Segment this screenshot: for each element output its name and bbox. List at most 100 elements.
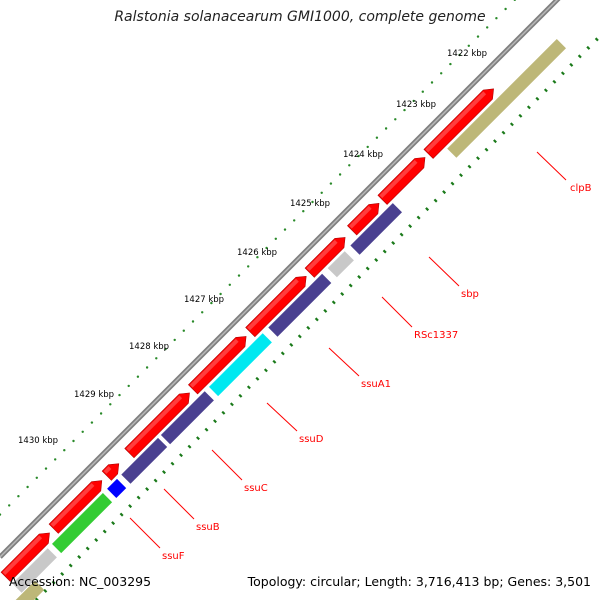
inner-tick-ring — [94, 538, 99, 542]
inner-tick-ring — [196, 436, 200, 441]
inner-tick-ring — [569, 62, 574, 67]
outer-dot-ring — [109, 403, 112, 406]
gene-label-sbp[interactable]: sbp — [461, 289, 479, 300]
cds-arrow — [0, 532, 50, 582]
gene-label-RSc1337[interactable]: RSc1337 — [414, 330, 458, 341]
kbp-label: 1428 kbp — [129, 342, 169, 352]
inner-tick-ring — [518, 113, 523, 118]
outer-dot-ring — [384, 127, 388, 130]
outer-dot-ring — [458, 53, 461, 57]
outer-dot-ring — [412, 99, 415, 103]
inner-tick-ring — [272, 359, 277, 364]
cds-arrow — [423, 88, 494, 159]
outer-dot-ring — [118, 393, 121, 397]
outer-dot-ring — [366, 145, 369, 149]
outer-dot-ring — [191, 320, 195, 323]
cds-arrow-highlight — [247, 278, 299, 331]
inner-tick-ring — [399, 232, 404, 237]
inner-tick-ring — [145, 487, 150, 492]
gene-block-sbp — [350, 203, 402, 255]
inner-tick-ring — [493, 139, 497, 144]
cds-arrow-highlight — [349, 205, 372, 229]
gene-label-ssuA1[interactable]: ssuA1 — [361, 379, 391, 390]
inner-tick-ring — [476, 156, 480, 161]
inner-tick-ring — [323, 308, 328, 313]
gene-block-clpB — [447, 39, 566, 158]
cds-arrow-highlight — [189, 338, 239, 388]
outer-dot-ring — [0, 513, 2, 516]
cds-arrow-highlight — [425, 91, 487, 153]
gene-label-connectors — [129, 151, 567, 549]
outer-dot-ring — [182, 329, 185, 332]
outer-dot-ring — [35, 476, 38, 479]
inner-tick-ring — [221, 410, 226, 415]
outer-dot-ring — [467, 44, 470, 47]
outer-dot-ring — [54, 458, 57, 461]
gene-label-ssuB[interactable]: ssuB — [196, 522, 220, 533]
gene-label-ssuC[interactable]: ssuC — [244, 483, 268, 494]
cds-arrow — [124, 392, 190, 459]
accession-text: Accession: NC_003295 — [9, 574, 152, 589]
gene-block-ssuD — [209, 333, 272, 397]
inner-tick-ring — [365, 266, 370, 271]
gene-block-olive-edge — [15, 580, 45, 600]
cds-arrow — [101, 463, 120, 481]
gene-label-ssuD[interactable]: ssuD — [299, 434, 324, 445]
inner-tick-ring — [306, 325, 311, 330]
inner-tick-ring — [552, 79, 557, 84]
outer-dot-ring — [320, 191, 323, 194]
inner-tick-ring — [577, 54, 582, 59]
outer-dot-ring — [136, 375, 140, 378]
inner-tick-ring — [229, 402, 234, 407]
kbp-label: 1424 kbp — [343, 150, 383, 160]
inner-tick-ring — [382, 249, 387, 254]
inner-tick-ring — [501, 130, 506, 135]
cds-arrow — [48, 480, 103, 534]
cds-arrow-highlight — [2, 535, 43, 575]
outer-dot-ring — [495, 17, 498, 20]
feature-tracks — [0, 39, 566, 600]
inner-tick-ring — [280, 351, 285, 356]
outer-dot-ring — [293, 219, 296, 222]
kbp-label: 1430 kbp — [18, 436, 58, 446]
outer-dot-ring — [302, 210, 305, 213]
inner-tick-ring — [289, 342, 294, 347]
outer-dot-ring — [430, 81, 434, 84]
outer-dot-ring — [375, 136, 379, 139]
outer-dot-ring — [155, 357, 158, 360]
genome-title: Ralstonia solanacearum GMI1000, complete… — [114, 9, 486, 25]
outer-dot-ring — [173, 338, 176, 342]
outer-dot-ring — [256, 256, 259, 259]
gene-block-green — [52, 493, 113, 554]
kbp-label: 1425 kbp — [290, 199, 330, 209]
inner-tick-ring — [119, 512, 124, 517]
outer-dot-ring — [8, 504, 11, 507]
outer-dot-ring — [210, 301, 213, 305]
outer-dot-ring — [99, 412, 103, 415]
inner-tick-ring — [450, 181, 455, 186]
gene-label-clpB[interactable]: clpB — [570, 183, 592, 194]
inner-tick-ring — [238, 393, 243, 398]
outer-dot-ring — [127, 384, 130, 388]
inner-tick-ring — [408, 224, 413, 229]
inner-tick-ring — [170, 461, 175, 466]
inner-tick-ring — [340, 292, 345, 296]
kbp-label: 1423 kbp — [396, 100, 436, 110]
outer-dot-ring — [44, 467, 48, 470]
inner-tick-ring — [467, 164, 472, 169]
inner-tick-ring — [509, 122, 514, 127]
inner-tick-ring — [331, 300, 336, 305]
inner-tick-ring — [416, 215, 421, 220]
cds-arrow — [377, 157, 426, 205]
inner-tick-ring — [34, 597, 39, 600]
kbp-label: 1429 kbp — [74, 390, 114, 400]
outer-dot-ring — [338, 173, 342, 176]
gene-block-ssuF — [107, 478, 127, 498]
outer-dot-ring — [145, 366, 149, 369]
gene-label-ssuF[interactable]: ssuF — [162, 551, 185, 562]
inner-tick-ring — [213, 419, 217, 424]
cds-arrow — [304, 237, 346, 278]
inner-tick-ring — [484, 147, 489, 152]
